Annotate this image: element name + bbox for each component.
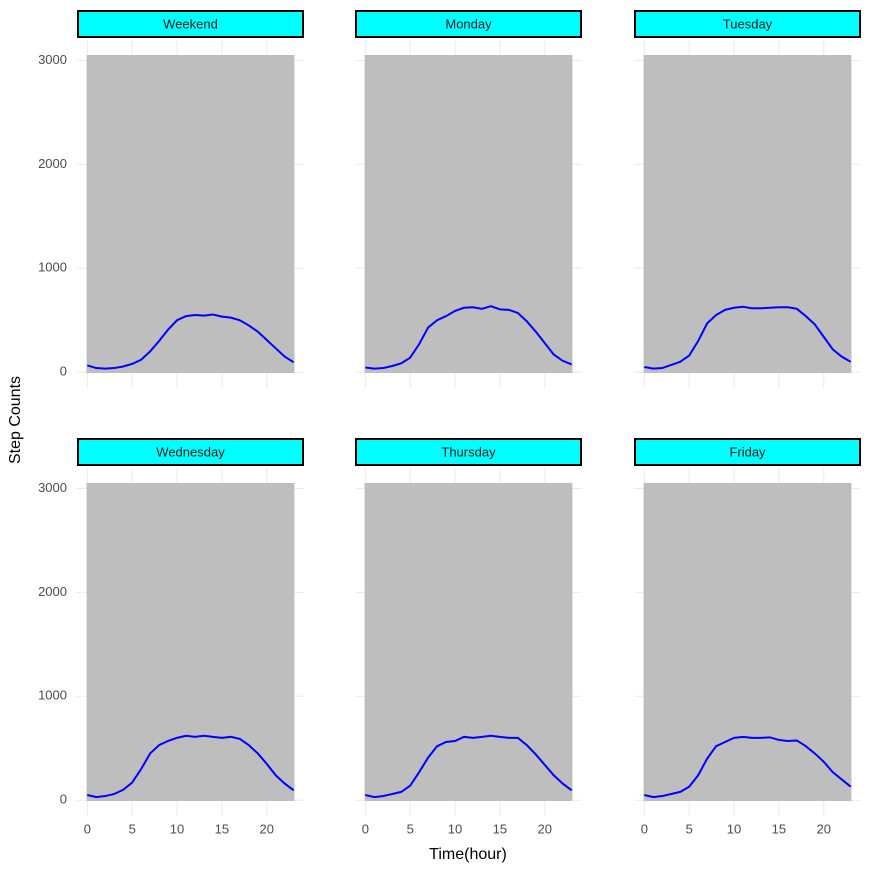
mean-line: [644, 735, 852, 799]
y-tick-label: 2000: [38, 156, 67, 171]
mean-line: [365, 305, 573, 370]
individual-area: [643, 483, 852, 801]
y-tick-label: 1000: [38, 260, 67, 275]
mean-line: [365, 734, 573, 799]
strip: [634, 10, 861, 38]
individual-area: [364, 483, 573, 801]
x-tick-label: 10: [448, 821, 462, 836]
strip-label: Wednesday: [156, 444, 225, 459]
y-tick-label: 0: [60, 364, 67, 379]
x-tick-label: 0: [362, 821, 369, 836]
y-tick-label: 3000: [38, 480, 67, 495]
x-tick-label: 0: [641, 821, 648, 836]
individual-area: [86, 483, 295, 801]
mean-line: [644, 305, 852, 370]
mean-line: [87, 313, 295, 370]
x-tick-label: 20: [817, 821, 831, 836]
x-tick-label: 10: [170, 821, 184, 836]
strip-label: Friday: [729, 444, 766, 459]
individual-area: [86, 55, 295, 373]
strip: [77, 10, 304, 38]
strip: [77, 438, 304, 466]
x-tick-label: 15: [772, 821, 786, 836]
strip-label: Monday: [445, 16, 492, 31]
y-tick-label: 3000: [38, 52, 67, 67]
strip: [634, 438, 861, 466]
x-tick-label: 15: [493, 821, 507, 836]
y-axis-title: Step Counts: [7, 376, 24, 464]
strip-label: Weekend: [163, 16, 218, 31]
mean-line: [87, 734, 295, 799]
x-tick-label: 0: [84, 821, 91, 836]
strip-label: Tuesday: [723, 16, 773, 31]
y-tick-label: 0: [60, 792, 67, 807]
strip: [355, 438, 582, 466]
y-tick-label: 2000: [38, 584, 67, 599]
x-axis-title: Time(hour): [429, 846, 507, 863]
strip: [355, 10, 582, 38]
y-tick-label: 1000: [38, 688, 67, 703]
x-tick-label: 20: [260, 821, 274, 836]
strip-label: Thursday: [441, 444, 496, 459]
individual-area: [643, 55, 852, 373]
x-tick-label: 5: [686, 821, 693, 836]
x-tick-label: 15: [215, 821, 229, 836]
x-tick-label: 20: [538, 821, 552, 836]
x-tick-label: 5: [129, 821, 136, 836]
x-tick-label: 10: [727, 821, 741, 836]
individual-area: [364, 55, 573, 373]
x-tick-label: 5: [407, 821, 414, 836]
